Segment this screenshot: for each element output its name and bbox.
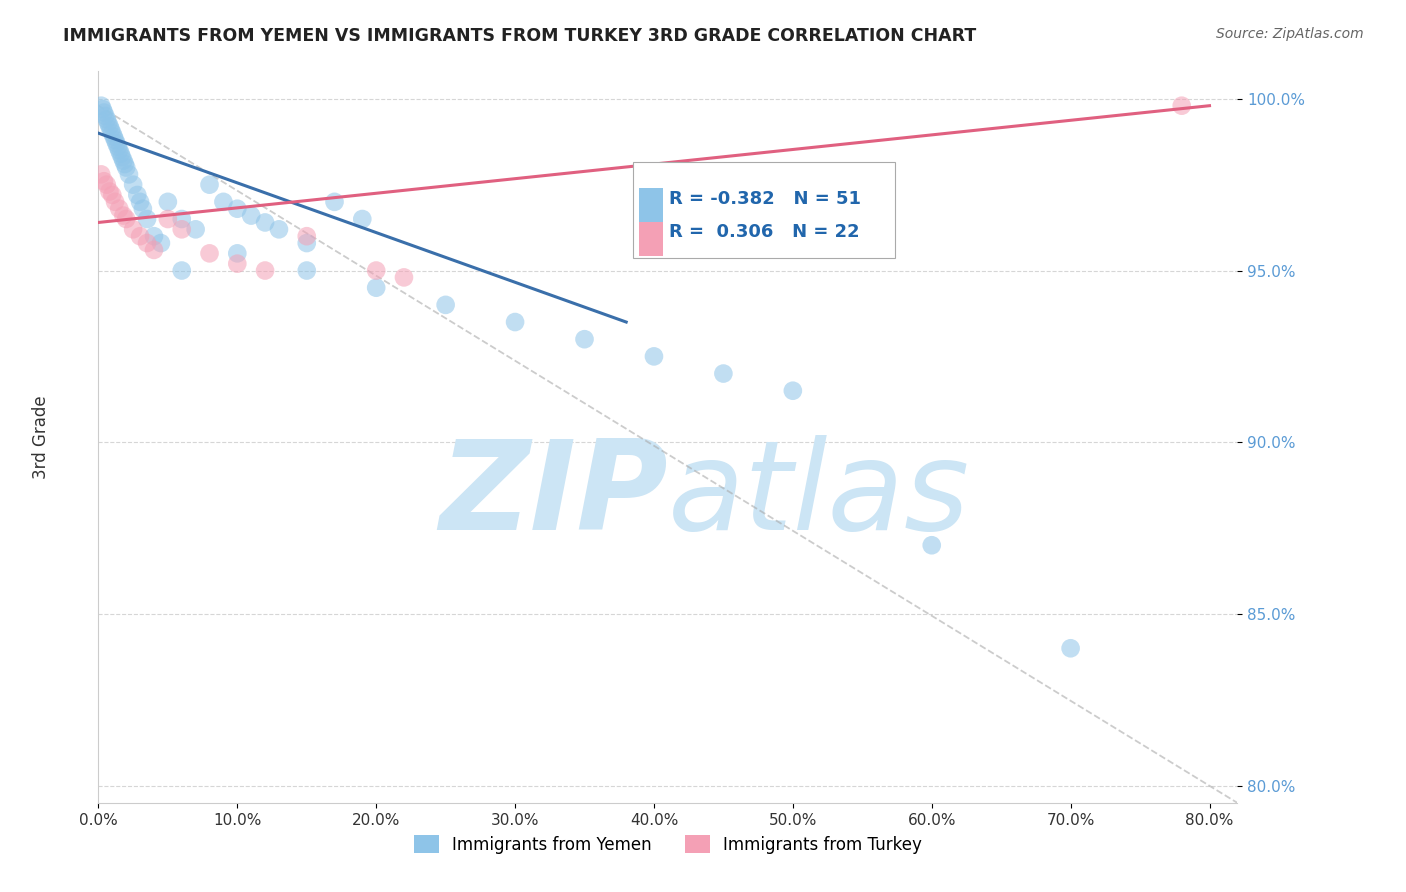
- Point: [93, 174, 115, 188]
- Point: [198, 246, 221, 260]
- Point: [352, 212, 374, 227]
- Point: [782, 384, 804, 398]
- Point: [112, 153, 135, 168]
- Point: [104, 133, 127, 147]
- Point: [103, 129, 125, 144]
- Point: [295, 263, 318, 277]
- Point: [129, 229, 152, 244]
- Point: [392, 270, 415, 285]
- Text: ZIP: ZIP: [439, 435, 668, 556]
- Point: [226, 202, 249, 216]
- Text: Source: ZipAtlas.com: Source: ZipAtlas.com: [1216, 27, 1364, 41]
- Point: [198, 178, 221, 192]
- Point: [91, 102, 114, 116]
- Point: [108, 202, 131, 216]
- Point: [366, 263, 388, 277]
- Point: [122, 178, 145, 192]
- Point: [136, 235, 159, 250]
- Point: [110, 146, 132, 161]
- Point: [240, 209, 263, 223]
- Point: [96, 112, 118, 127]
- Point: [434, 298, 457, 312]
- Legend: Immigrants from Yemen, Immigrants from Turkey: Immigrants from Yemen, Immigrants from T…: [406, 829, 929, 860]
- Point: [90, 167, 112, 181]
- Point: [170, 222, 193, 236]
- Point: [112, 209, 135, 223]
- Point: [108, 144, 131, 158]
- Point: [94, 109, 117, 123]
- Point: [149, 235, 172, 250]
- Point: [226, 257, 249, 271]
- Point: [254, 215, 277, 229]
- Point: [295, 235, 318, 250]
- Point: [295, 229, 318, 244]
- Point: [101, 188, 124, 202]
- Point: [115, 212, 138, 227]
- Point: [170, 212, 193, 227]
- Point: [100, 122, 122, 136]
- Text: R = -0.382   N = 51: R = -0.382 N = 51: [669, 189, 862, 208]
- Point: [143, 243, 166, 257]
- Point: [921, 538, 943, 552]
- Point: [156, 194, 179, 209]
- Point: [503, 315, 526, 329]
- Point: [136, 212, 159, 227]
- Point: [98, 120, 121, 134]
- Point: [226, 246, 249, 260]
- Point: [111, 150, 134, 164]
- Point: [122, 222, 145, 236]
- Point: [132, 202, 155, 216]
- Point: [129, 194, 152, 209]
- Point: [366, 281, 388, 295]
- Point: [267, 222, 290, 236]
- Point: [184, 222, 207, 236]
- Point: [323, 194, 346, 209]
- Point: [254, 263, 277, 277]
- Point: [93, 105, 115, 120]
- Point: [574, 332, 596, 346]
- Point: [104, 194, 127, 209]
- Text: IMMIGRANTS FROM YEMEN VS IMMIGRANTS FROM TURKEY 3RD GRADE CORRELATION CHART: IMMIGRANTS FROM YEMEN VS IMMIGRANTS FROM…: [63, 27, 977, 45]
- Point: [105, 136, 128, 151]
- Point: [114, 157, 136, 171]
- Point: [127, 188, 149, 202]
- Point: [107, 140, 129, 154]
- Point: [713, 367, 735, 381]
- Point: [98, 185, 121, 199]
- Point: [212, 194, 235, 209]
- Y-axis label: 3rd Grade: 3rd Grade: [32, 395, 49, 479]
- Point: [115, 161, 138, 175]
- Point: [1170, 98, 1192, 112]
- Point: [96, 178, 118, 192]
- Text: R =  0.306   N = 22: R = 0.306 N = 22: [669, 223, 860, 241]
- Point: [90, 98, 112, 112]
- Point: [97, 116, 120, 130]
- Text: atlas: atlas: [668, 435, 970, 556]
- Point: [170, 263, 193, 277]
- Point: [1059, 641, 1081, 656]
- Point: [118, 167, 141, 181]
- Point: [156, 212, 179, 227]
- Point: [143, 229, 166, 244]
- Point: [101, 126, 124, 140]
- Point: [643, 350, 665, 364]
